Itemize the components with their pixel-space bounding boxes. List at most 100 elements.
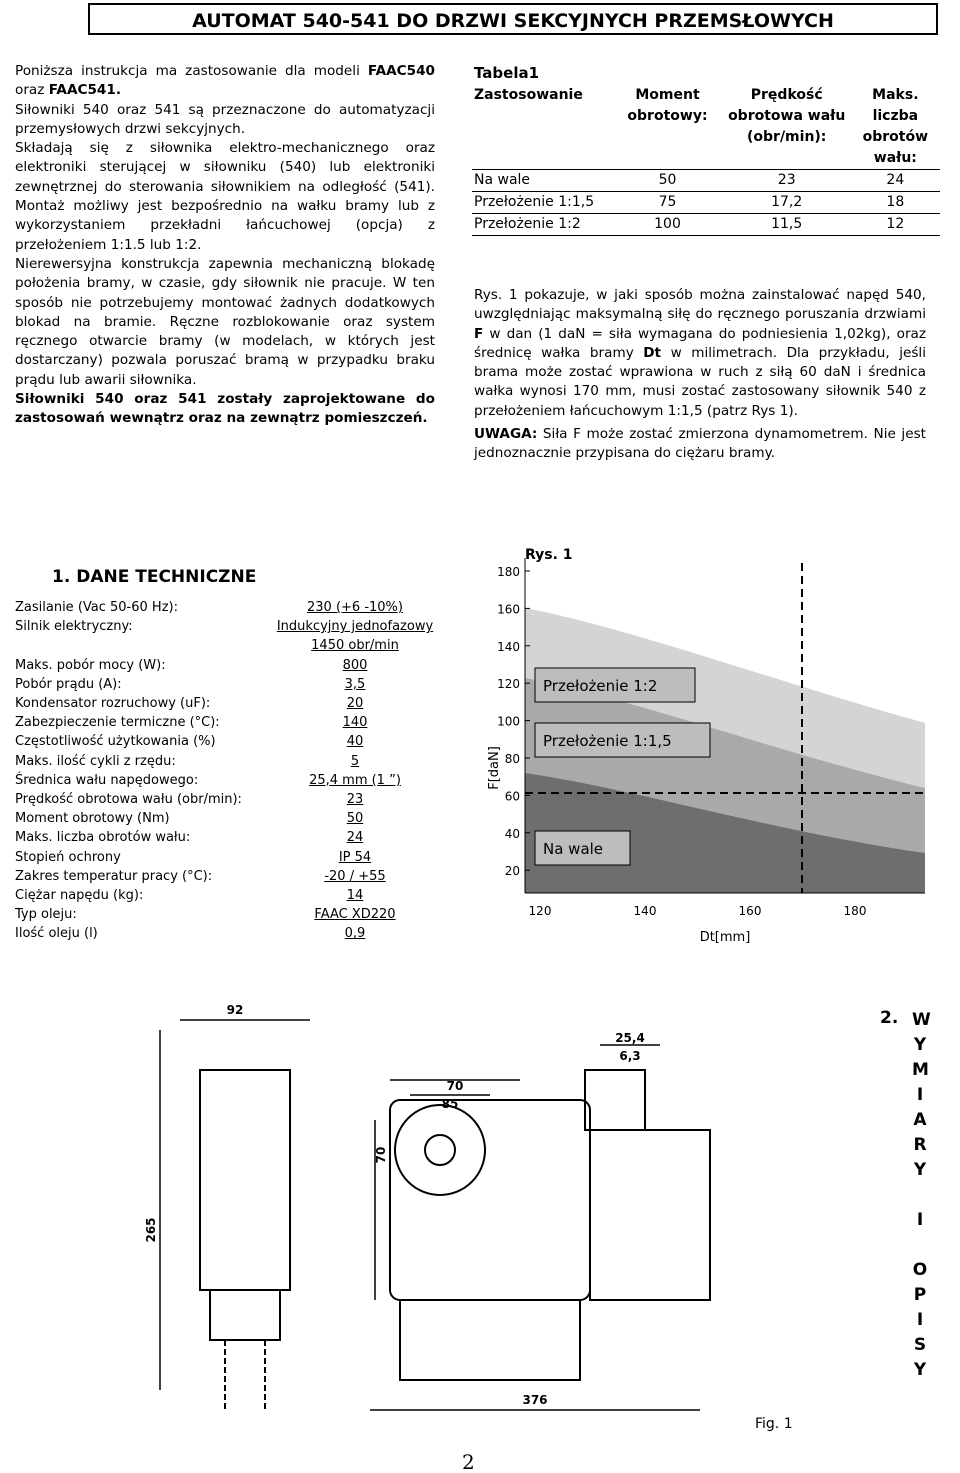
- section2-word: I: [916, 1210, 924, 1230]
- text-run: FAAC540: [367, 63, 435, 79]
- dimension-label: 6,3: [619, 1049, 640, 1063]
- paragraph: Rys. 1 pokazuje, w jaki sposób można zai…: [474, 286, 926, 421]
- text-run: Siłowniki 540 oraz 541 są przeznaczone d…: [15, 101, 435, 137]
- table-cell: 50: [658, 172, 677, 188]
- shaft: [424, 1134, 456, 1166]
- data-table: Zastosowanie Moment obrotowy: Prędkość obr…: [472, 85, 940, 236]
- page-number: 2: [462, 1450, 475, 1473]
- section2-word: WYMIARY: [912, 1010, 931, 1180]
- table-cell: Przełożenie 1:1,5: [474, 194, 595, 210]
- tech-specs: Zasilanie (Vac 50-60 Hz): 230 (+6 -10%) Si…: [15, 598, 445, 944]
- dimension-drawing: 92 70 85 70 265 25,4 6,3 376 Fig. 1: [144, 1003, 793, 1432]
- spec-label: Zakres temperatur pracy (°C):: [15, 868, 213, 884]
- spec-row: Maks. liczba obrotów wału: 24: [15, 828, 445, 847]
- table-cell: 11,5: [771, 216, 803, 232]
- spec-row: Pobór prądu (A): 3,5: [15, 675, 445, 694]
- spec-value: 230 (+6 -10%): [307, 600, 403, 615]
- table-cell: 100: [654, 216, 681, 232]
- table-cell: 17,2: [771, 194, 803, 210]
- spec-label: Moment obrotowy (Nm): [15, 811, 170, 827]
- spec-row: Prędkość obrotowa wału (obr/min): 23: [15, 790, 445, 809]
- motor: [589, 1129, 711, 1301]
- dimension-label: 25,4: [615, 1031, 645, 1045]
- table-row: Przełożenie 1:1,5 75 17,2 18: [472, 192, 940, 214]
- section-heading: 1. DANE TECHNICZNE: [52, 567, 257, 587]
- dimension-label: 85: [442, 1097, 459, 1111]
- side-body: [199, 1069, 291, 1291]
- text-run: w milimetrach. Dla przykładu, jeśli bram…: [474, 344, 926, 419]
- header-cell: Zastosowanie: [474, 87, 583, 103]
- spec-label: Średnica wału napędowego:: [15, 772, 199, 788]
- band-label-box: [534, 722, 711, 758]
- spec-label: Pobór prądu (A):: [15, 676, 122, 692]
- text-run: Siła F może zostać zmierzona dynamometre…: [474, 426, 926, 462]
- table-cell: 75: [658, 194, 677, 210]
- section2-word: OPISY: [912, 1260, 928, 1380]
- table-cell: Na wale: [474, 172, 531, 188]
- table-row: Przełożenie 1:2 100 11,5 12: [472, 214, 940, 236]
- spec-row: Ciężar napędu (kg): 14: [15, 886, 445, 905]
- spec-row: Maks. pobór mocy (W): 800: [15, 656, 445, 675]
- chain-box: [399, 1299, 581, 1381]
- spec-value: 14: [346, 888, 364, 904]
- y-tick-label: 180: [497, 565, 520, 579]
- table-caption: Tabela1: [474, 64, 540, 82]
- text-run: oraz: [15, 82, 49, 99]
- paragraph: Poniższa instrukcja ma zastosowanie dla …: [15, 62, 435, 101]
- y-tick-label: 120: [497, 677, 520, 691]
- dimension-label: 265: [144, 1217, 158, 1242]
- spec-row: Zabezpieczenie termiczne (°C): 140: [15, 713, 445, 732]
- figure: Rys. 1 180 160 140 120 100 80 60 40 20 120 140 160 18…: [480, 533, 935, 945]
- section2-title: WYMIARY I OPISY: [912, 1008, 931, 1383]
- x-axis-label: Dt[mm]: [700, 930, 751, 945]
- spec-row: Stopień ochrony IP 54: [15, 848, 445, 867]
- text-run: Poniższa instrukcja ma zastosowanie dla …: [15, 63, 368, 79]
- spec-value: 3,5: [344, 676, 366, 692]
- x-tick-label: 160: [739, 904, 762, 918]
- spec-value: 50: [346, 811, 364, 827]
- spec-value: FAAC XD220: [314, 907, 396, 923]
- spec-value: 24: [346, 830, 364, 846]
- spec-row: Silnik elektryczny: Indukcyjny jednofazow…: [15, 617, 445, 655]
- spec-label: Stopień ochrony: [15, 849, 121, 865]
- text-run: F: [474, 325, 484, 342]
- spec-row: Moment obrotowy (Nm) 50: [15, 809, 445, 828]
- outline: [159, 1019, 711, 1411]
- header-row: Zastosowanie Moment obrotowy: Prędkość obr…: [472, 85, 940, 170]
- table-cell: 24: [886, 172, 905, 188]
- spec-row: Kondensator rozruchowy (uF): 20: [15, 694, 445, 713]
- band-label: Przełożenie 1:1,5: [543, 732, 672, 750]
- drawing-caption: Fig. 1: [755, 1416, 793, 1432]
- x-tick-label: 140: [634, 904, 657, 918]
- dimension-label: 70: [447, 1079, 464, 1093]
- figure-title: Rys. 1: [525, 547, 573, 563]
- shaft-flange: [394, 1104, 486, 1196]
- y-tick-label: 100: [497, 715, 520, 729]
- spec-value: 25,4 mm (1 ”): [309, 772, 401, 788]
- intro: Poniższa instrukcja ma zastosowanie dla …: [15, 62, 435, 429]
- dimension-label: 376: [522, 1393, 547, 1407]
- header-title: AUTOMAT 540-541 DO DRZWI SEKCYJNYCH PRZE…: [88, 3, 938, 35]
- spec-label: Maks. ilość cykli z rzędu:: [15, 753, 176, 769]
- y-tick-label: 60: [505, 789, 520, 803]
- section2-number: 2.: [880, 1008, 899, 1028]
- text-run: Rys. 1 pokazuje, w jaki sposób można zai…: [474, 287, 926, 323]
- gearbox: [389, 1099, 591, 1301]
- text-run: w dan (1 daN = siła wymagana do podniesi…: [474, 325, 926, 361]
- text-run: UWAGA:: [474, 426, 538, 443]
- spec-row: Typ oleju: FAAC XD220: [15, 905, 445, 924]
- notes: Rys. 1 pokazuje, w jaki sposób można zai…: [474, 286, 926, 464]
- spec-row: Zasilanie (Vac 50-60 Hz): 230 (+6 -10%): [15, 598, 445, 617]
- header-cell: Maks. liczba obrotów wału:: [862, 87, 929, 166]
- chains: [224, 1340, 266, 1410]
- text-run: Siłowniki 540 oraz 541 zostały zaprojekt…: [15, 391, 435, 427]
- spec-row: Zakres temperatur pracy (°C): -20 / +55: [15, 867, 445, 886]
- band-label: Na wale: [543, 840, 603, 858]
- spec-label: Ciężar napędu (kg):: [15, 888, 144, 904]
- spec-label: Typ oleju:: [15, 907, 77, 923]
- spec-row: Średnica wału napędowego: 25,4 mm (1 ”): [15, 771, 445, 790]
- y-tick-label: 40: [505, 827, 520, 841]
- spec-row: Częstotliwość użytkowania (%) 40: [15, 732, 445, 751]
